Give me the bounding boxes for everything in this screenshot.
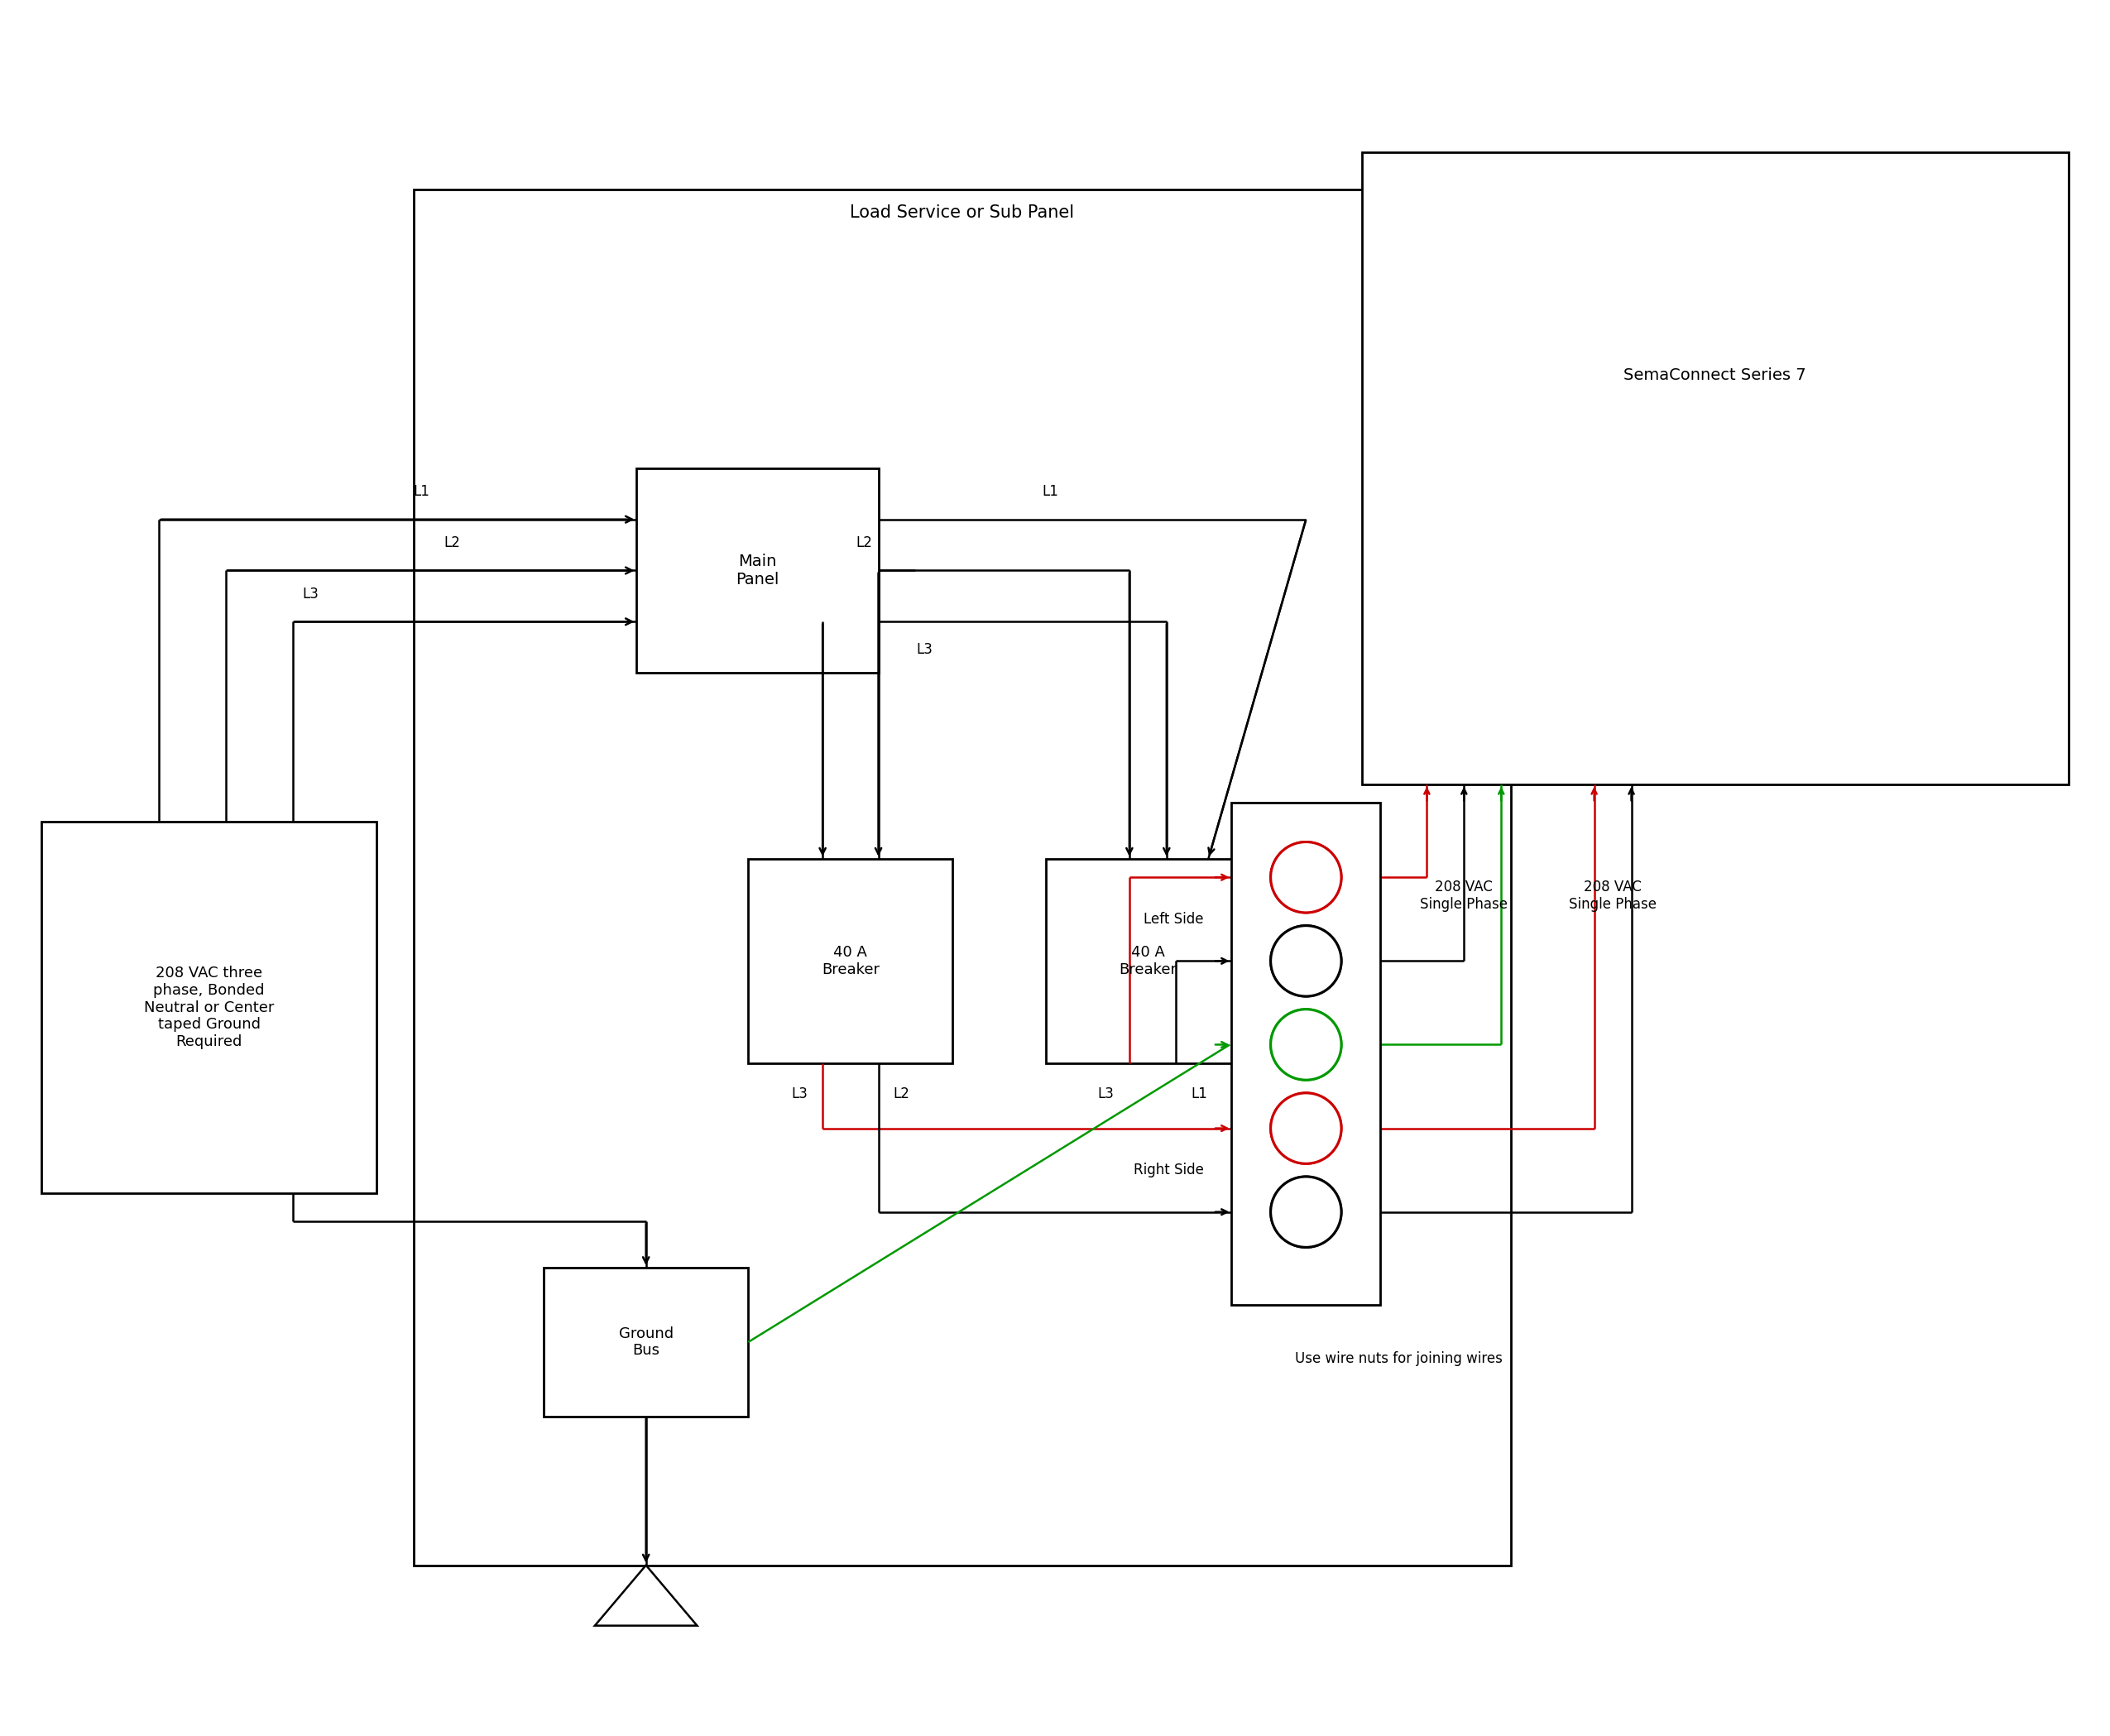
Text: Load Service or Sub Panel: Load Service or Sub Panel <box>850 205 1074 220</box>
Text: Left Side: Left Side <box>1144 911 1203 927</box>
Bar <box>42 821 376 1193</box>
Circle shape <box>1270 1177 1342 1246</box>
Bar <box>1047 859 1251 1062</box>
Bar <box>544 1267 749 1417</box>
Text: L3: L3 <box>791 1087 808 1101</box>
Text: Use wire nuts for joining wires: Use wire nuts for joining wires <box>1296 1351 1502 1366</box>
Text: Main
Panel: Main Panel <box>736 554 779 587</box>
Text: L2: L2 <box>857 535 874 550</box>
Text: 208 VAC three
phase, Bonded
Neutral or Center
taped Ground
Required: 208 VAC three phase, Bonded Neutral or C… <box>143 965 274 1049</box>
Circle shape <box>1270 1009 1342 1080</box>
Bar <box>637 469 878 674</box>
Text: L1: L1 <box>1042 484 1059 498</box>
Circle shape <box>1270 925 1342 996</box>
Text: Right Side: Right Side <box>1133 1163 1203 1177</box>
Text: L3: L3 <box>302 587 319 601</box>
Text: L1: L1 <box>414 484 430 498</box>
Circle shape <box>1270 842 1342 913</box>
Circle shape <box>1270 1094 1342 1163</box>
Bar <box>749 859 954 1062</box>
Circle shape <box>1270 925 1342 996</box>
Text: 40 A
Breaker: 40 A Breaker <box>821 944 880 977</box>
Text: 40 A
Breaker: 40 A Breaker <box>1118 944 1177 977</box>
Text: L1: L1 <box>1190 1087 1207 1101</box>
Circle shape <box>1270 1094 1342 1163</box>
Bar <box>1232 804 1380 1305</box>
Text: L3: L3 <box>916 642 933 656</box>
Text: Ground
Bus: Ground Bus <box>618 1326 673 1358</box>
Text: L2: L2 <box>893 1087 909 1101</box>
Text: L3: L3 <box>1097 1087 1114 1101</box>
Text: 208 VAC
Single Phase: 208 VAC Single Phase <box>1570 880 1656 911</box>
Circle shape <box>1270 1177 1342 1246</box>
Bar <box>414 189 1511 1566</box>
Circle shape <box>1270 842 1342 913</box>
Text: 208 VAC
Single Phase: 208 VAC Single Phase <box>1420 880 1509 911</box>
Text: SemaConnect Series 7: SemaConnect Series 7 <box>1625 368 1806 384</box>
Bar <box>1361 153 2068 785</box>
Circle shape <box>1270 1009 1342 1080</box>
Text: L2: L2 <box>443 535 460 550</box>
